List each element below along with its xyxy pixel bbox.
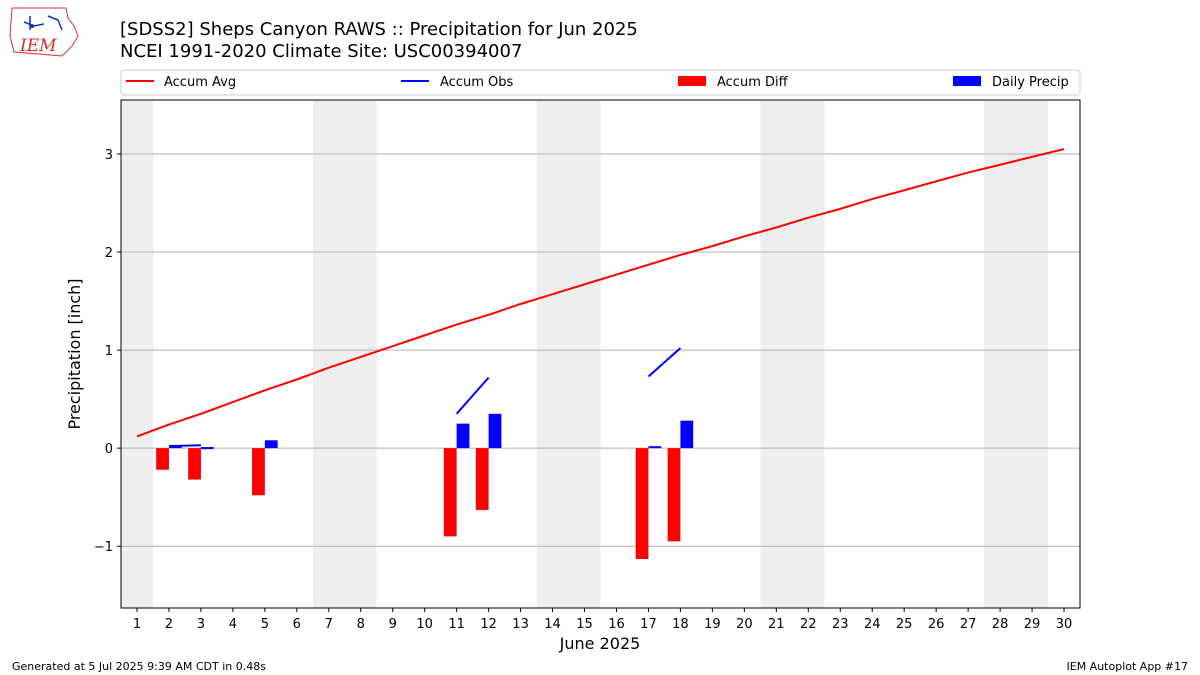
accum-obs-line bbox=[168, 444, 201, 448]
daily-precip-bar bbox=[456, 423, 470, 449]
plot-frame bbox=[120, 99, 1081, 609]
weekend-band bbox=[760, 100, 793, 608]
chart-subtitle: NCEI 1991-2020 Climate Site: USC00394007 bbox=[120, 41, 522, 62]
daily-precip-bar bbox=[648, 446, 662, 449]
y-tick-label: 0 bbox=[105, 442, 113, 457]
weekend-band bbox=[536, 100, 569, 608]
accum-diff-bar bbox=[635, 448, 649, 559]
legend-accum-diff-label: Accum Diff bbox=[717, 75, 789, 90]
accum-diff-bar bbox=[443, 448, 457, 537]
x-tick-label: 28 bbox=[992, 617, 1009, 632]
y-tick-label: 2 bbox=[105, 246, 113, 261]
footer-app: IEM Autoplot App #17 bbox=[1067, 660, 1189, 673]
x-tick-label: 15 bbox=[576, 617, 593, 632]
y-tick-label: 1 bbox=[105, 344, 113, 359]
legend-accum-avg-label: Accum Avg bbox=[164, 75, 236, 90]
bars bbox=[156, 413, 694, 559]
y-tick-label: −1 bbox=[94, 540, 113, 555]
legend: Accum Avg Accum Obs Accum Diff Daily Pre… bbox=[120, 69, 1081, 96]
legend-accum-obs-label: Accum Obs bbox=[440, 75, 513, 90]
accum-diff-bar bbox=[475, 448, 489, 510]
x-tick-label: 21 bbox=[768, 617, 785, 632]
y-axis-label: Precipitation [inch] bbox=[65, 278, 84, 429]
x-tick-label: 9 bbox=[389, 617, 397, 632]
accum-diff-bar bbox=[188, 448, 201, 480]
x-tick-label: 6 bbox=[293, 617, 301, 632]
x-tick-label: 30 bbox=[1056, 617, 1073, 632]
x-axis-label: June 2025 bbox=[559, 634, 641, 653]
chart-title: [SDSS2] Sheps Canyon RAWS :: Precipitati… bbox=[120, 19, 638, 40]
x-tick-label: 16 bbox=[608, 617, 625, 632]
x-tick-label: 2 bbox=[165, 617, 173, 632]
x-tick-label: 23 bbox=[832, 617, 849, 632]
weekend-band bbox=[568, 100, 601, 608]
iem-logo: IEM bbox=[9, 7, 79, 57]
x-tick-label: 29 bbox=[1024, 617, 1041, 632]
weekend-shading bbox=[121, 100, 1049, 608]
x-tick-label: 5 bbox=[261, 617, 269, 632]
x-tick-label: 1 bbox=[133, 617, 141, 632]
y-ticks: −1 0 1 2 3 bbox=[94, 148, 121, 555]
x-tick-label: 27 bbox=[960, 617, 977, 632]
daily-precip-bar bbox=[680, 420, 694, 449]
accum-avg-line bbox=[136, 148, 1065, 438]
x-tick-label: 11 bbox=[448, 617, 465, 632]
footer-generated: Generated at 5 Jul 2025 9:39 AM CDT in 0… bbox=[12, 660, 266, 673]
x-tick-label: 26 bbox=[928, 617, 945, 632]
accum-diff-bar bbox=[667, 448, 681, 542]
weekend-band bbox=[312, 100, 345, 608]
x-tick-label: 12 bbox=[480, 617, 497, 632]
x-tick-label: 17 bbox=[640, 617, 657, 632]
accum-diff-bar bbox=[156, 448, 169, 470]
daily-precip-bar bbox=[264, 440, 278, 449]
x-tick-label: 24 bbox=[864, 617, 881, 632]
x-tick-label: 4 bbox=[229, 617, 237, 632]
x-tick-label: 3 bbox=[197, 617, 205, 632]
x-tick-label: 20 bbox=[736, 617, 753, 632]
legend-daily-precip-swatch bbox=[953, 76, 981, 86]
weekend-band bbox=[984, 100, 1017, 608]
x-tick-label: 10 bbox=[416, 617, 433, 632]
x-tick-label: 8 bbox=[357, 617, 365, 632]
logo-text: IEM bbox=[19, 36, 57, 56]
daily-precip-bar bbox=[488, 413, 502, 449]
accum-obs-line bbox=[455, 376, 490, 415]
legend-accum-diff-swatch bbox=[678, 76, 706, 86]
x-ticks: 1 2 3 4 5 6 7 8 9 10 11 12 13 14 15 16 17 18 19 20 21 22 23 24 2… bbox=[133, 608, 1072, 632]
x-tick-label: 19 bbox=[704, 617, 721, 632]
x-tick-label: 7 bbox=[325, 617, 333, 632]
y-tick-label: 3 bbox=[105, 148, 113, 163]
x-tick-label: 25 bbox=[896, 617, 913, 632]
x-tick-label: 22 bbox=[800, 617, 817, 632]
series-lines bbox=[136, 148, 1065, 450]
daily-precip-bar bbox=[168, 446, 182, 449]
accum-diff-bar bbox=[252, 448, 265, 496]
x-tick-label: 14 bbox=[544, 617, 561, 632]
weekend-band bbox=[121, 100, 153, 608]
gridlines bbox=[121, 153, 1080, 547]
weekend-band bbox=[792, 100, 825, 608]
weekend-band bbox=[1016, 100, 1049, 608]
accum-obs-line bbox=[647, 347, 682, 378]
x-tick-label: 18 bbox=[672, 617, 689, 632]
x-tick-label: 13 bbox=[512, 617, 529, 632]
legend-daily-precip-label: Daily Precip bbox=[992, 75, 1069, 90]
